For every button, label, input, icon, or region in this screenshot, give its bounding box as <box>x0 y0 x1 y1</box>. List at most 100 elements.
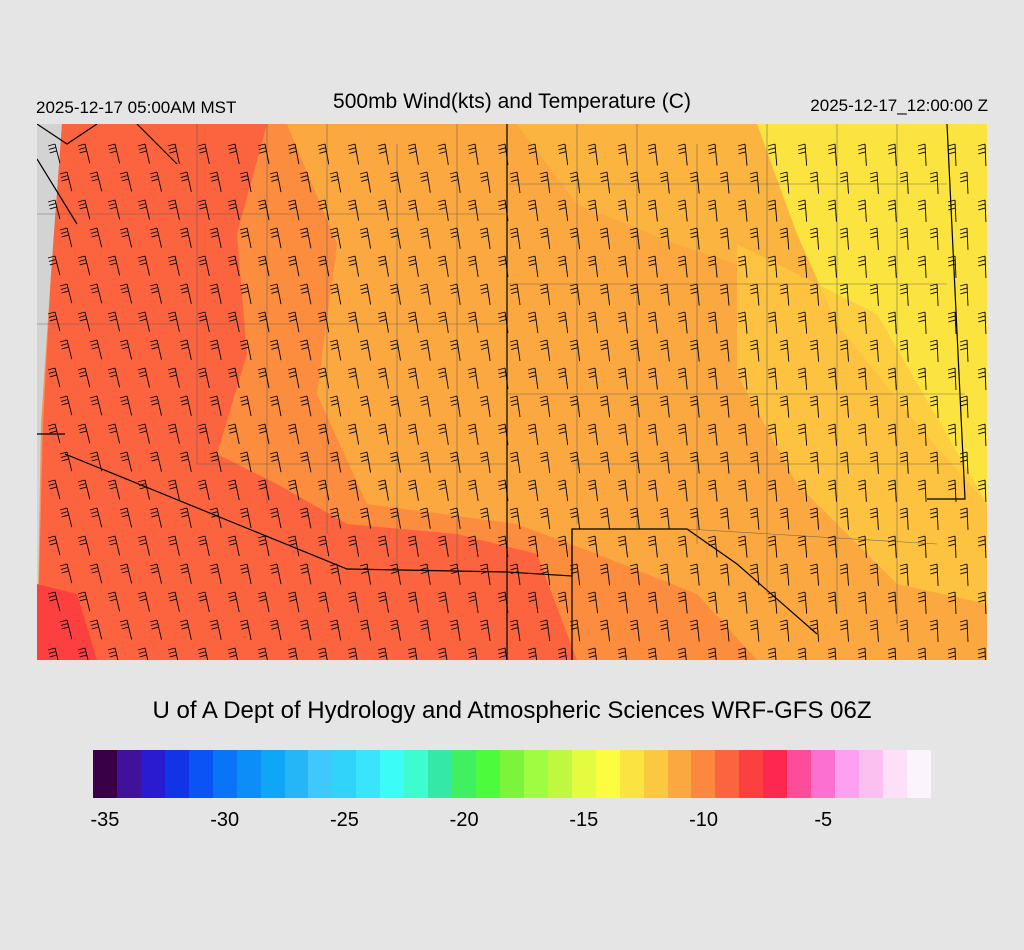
wind-barb <box>677 199 688 222</box>
wind-barb <box>467 479 479 501</box>
wind-barb <box>647 367 658 390</box>
wind-barb <box>59 227 73 248</box>
wind-barb <box>539 395 551 418</box>
wind-barb <box>179 283 192 304</box>
wind-barb <box>509 563 521 586</box>
wind-barb <box>89 283 103 304</box>
wind-barb <box>659 227 670 250</box>
wind-barb <box>119 283 133 304</box>
colorbar-swatch <box>404 750 429 798</box>
wind-barb <box>119 451 133 472</box>
wind-barb <box>677 591 688 614</box>
colorbar-swatch <box>332 750 357 798</box>
wind-barb <box>407 367 419 389</box>
wind-barb <box>779 507 790 530</box>
wind-barb <box>569 395 581 418</box>
wind-barb <box>479 619 491 641</box>
wind-barb <box>77 143 91 164</box>
wind-barb <box>209 339 222 360</box>
wind-barb <box>419 507 431 529</box>
wind-barb <box>749 339 760 362</box>
wind-barb <box>719 563 730 586</box>
wind-barb <box>77 647 89 660</box>
wind-barb <box>779 339 790 362</box>
wind-barb <box>827 199 837 222</box>
wind-barb <box>377 479 389 501</box>
wind-barb <box>257 647 268 660</box>
wind-barb <box>299 171 312 193</box>
wind-barb <box>857 423 867 446</box>
wind-barb <box>59 339 73 360</box>
wind-barb <box>449 171 461 193</box>
wind-barb <box>257 255 270 277</box>
wind-barb <box>767 647 777 660</box>
wind-barb <box>767 255 778 278</box>
wind-barb <box>287 199 300 221</box>
wind-barb <box>977 367 987 390</box>
wind-barb <box>47 255 61 276</box>
wind-barb <box>107 423 121 444</box>
wind-barb <box>587 199 599 222</box>
wind-barb <box>617 367 628 390</box>
wind-barb <box>617 143 628 166</box>
wind-barb <box>437 255 449 277</box>
wind-barb <box>767 535 778 558</box>
wind-barb <box>359 283 372 305</box>
wind-barb <box>437 311 449 333</box>
wind-barb <box>797 647 807 660</box>
wind-barb <box>629 563 640 586</box>
wind-barb <box>917 591 927 614</box>
wind-barb <box>857 591 867 614</box>
wind-barb <box>947 311 957 334</box>
wind-barb <box>689 227 700 250</box>
wind-barb <box>437 143 449 165</box>
wind-barb <box>809 227 820 250</box>
wind-barb <box>599 619 611 642</box>
wind-barb <box>719 395 730 418</box>
colorbar-swatch <box>356 750 381 798</box>
wind-barb <box>719 451 730 474</box>
wind-barb <box>509 395 521 418</box>
wind-barb <box>107 311 121 332</box>
wind-barb <box>479 171 491 193</box>
wind-barb <box>149 227 162 248</box>
wind-barb <box>227 479 240 501</box>
wind-barb <box>659 451 670 474</box>
wind-barb <box>149 451 162 472</box>
wind-barb <box>749 563 760 586</box>
wind-barb <box>149 339 162 360</box>
wind-barb <box>197 647 209 660</box>
wind-barb <box>179 171 192 192</box>
wind-barb <box>359 451 372 473</box>
wind-barb <box>737 591 748 614</box>
wind-barb <box>389 339 401 361</box>
colorbar-swatch <box>882 750 907 798</box>
wind-barb <box>899 171 909 194</box>
colorbar-tick-labels: -35 -30 -25 -20 -15 -10 -5 <box>0 809 1024 839</box>
wind-barb <box>737 199 748 222</box>
wind-barb <box>299 619 312 641</box>
wind-barb <box>359 395 372 417</box>
wind-barb <box>707 591 718 614</box>
wind-barb <box>509 227 521 250</box>
wind-barb <box>767 367 778 390</box>
wind-barb <box>509 451 521 474</box>
wind-barb <box>317 535 330 557</box>
wind-barb <box>797 423 808 446</box>
wind-barb <box>887 535 897 558</box>
colorbar-swatch <box>116 750 141 798</box>
wind-barb <box>299 563 312 585</box>
colorbar-swatch <box>643 750 668 798</box>
valid-time-label: 2025-12-17_12:00:00 Z <box>810 96 988 115</box>
wind-barb <box>119 171 133 192</box>
wind-barb <box>59 171 73 192</box>
wind-barb <box>227 647 238 660</box>
wind-barb <box>179 227 192 248</box>
wind-barb <box>647 255 658 278</box>
wind-barb <box>239 619 252 641</box>
wind-barb <box>287 311 300 333</box>
wind-barb <box>857 143 867 166</box>
wind-barb <box>287 535 300 557</box>
wind-barb <box>977 535 987 558</box>
wind-barb <box>47 647 59 660</box>
